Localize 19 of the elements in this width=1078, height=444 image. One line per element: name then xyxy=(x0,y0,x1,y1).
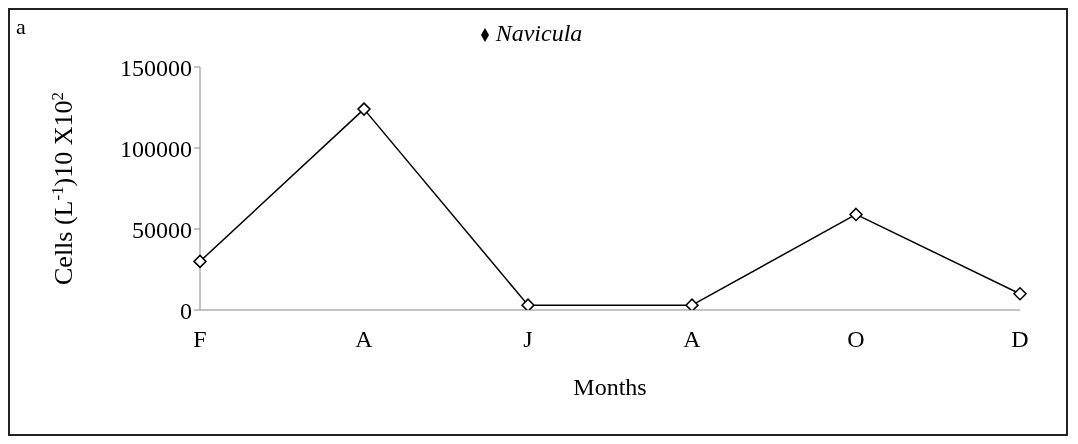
y-tick-label: 100000 xyxy=(120,135,192,162)
x-tick-label: A xyxy=(355,326,374,353)
point xyxy=(521,298,535,310)
x-tick-label: F xyxy=(193,326,207,353)
point xyxy=(685,298,699,310)
x-tick-label: A xyxy=(683,326,702,353)
x-axis-title: Months xyxy=(573,374,647,400)
y-tick-label: 50000 xyxy=(132,216,192,243)
legend-label: Navicula xyxy=(495,20,583,46)
point xyxy=(357,102,371,116)
point xyxy=(193,254,207,269)
x-tick-label: D xyxy=(1011,326,1029,353)
y-tick-label: 150000 xyxy=(120,54,192,81)
point xyxy=(849,207,863,222)
point xyxy=(1013,287,1027,301)
text: a xyxy=(16,14,26,40)
x-tick-label: J xyxy=(523,326,533,353)
x-tick-label: O xyxy=(847,326,865,353)
y-tick-label: 0 xyxy=(180,297,192,324)
